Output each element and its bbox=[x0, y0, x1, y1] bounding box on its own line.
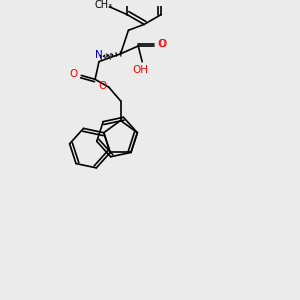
Text: O: O bbox=[159, 39, 167, 49]
Text: O: O bbox=[158, 39, 166, 49]
Text: O: O bbox=[69, 69, 78, 80]
Text: O: O bbox=[99, 81, 107, 91]
Text: H: H bbox=[104, 53, 111, 62]
Text: CH₃: CH₃ bbox=[94, 0, 113, 10]
Text: OH: OH bbox=[132, 64, 148, 74]
Text: N: N bbox=[95, 50, 103, 60]
